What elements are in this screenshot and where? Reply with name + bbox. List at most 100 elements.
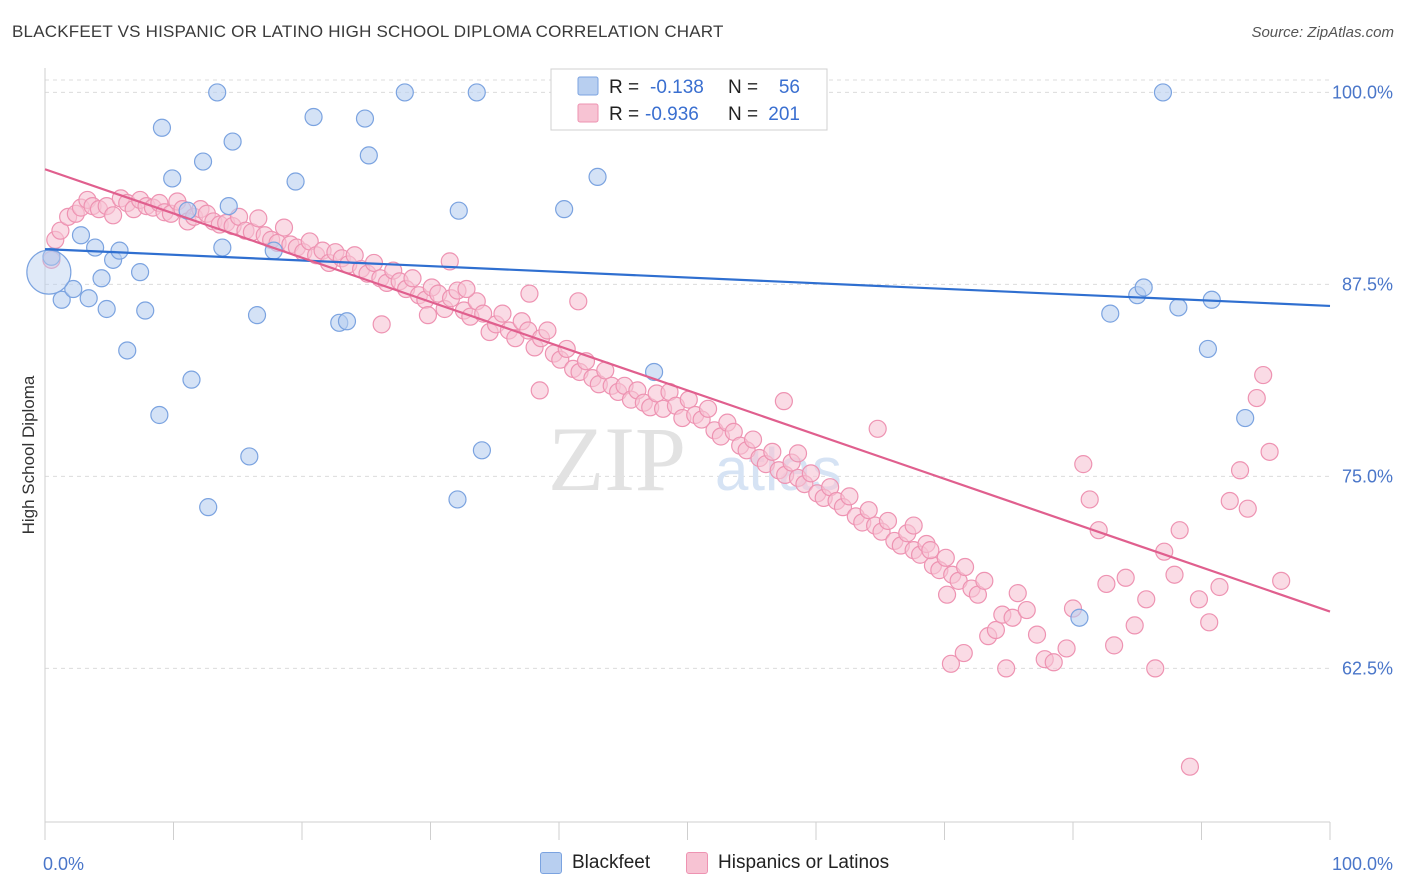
hispanics-point	[921, 541, 940, 560]
blackfeet-point	[355, 109, 375, 128]
hispanics-point	[763, 442, 782, 461]
y-tick-label: 62.5%	[1342, 658, 1393, 678]
hispanics-point	[520, 284, 539, 303]
hispanics-point	[403, 269, 422, 288]
hispanics-point	[1230, 461, 1250, 480]
hispanics-point	[1017, 600, 1036, 620]
blackfeet-point	[240, 447, 259, 466]
hispanics-point	[904, 516, 923, 535]
blackfeet-point	[467, 83, 486, 102]
hispanics-point	[801, 464, 820, 483]
hispanics-point	[1260, 442, 1279, 461]
tick-labels: 100.0% 87.5% 75.0% 62.5% 0.0% 100.0%	[43, 82, 1393, 874]
hispanics-point	[1097, 574, 1116, 594]
blackfeet-point	[42, 247, 61, 266]
hispanics-point	[1057, 639, 1076, 658]
bottom-legend-label-blackfeet: Blackfeet	[572, 852, 651, 873]
trend-lines	[44, 168, 1331, 613]
y-tick-label: 87.5%	[1342, 274, 1393, 294]
hispanics-point	[975, 571, 994, 590]
hispanics-point	[1220, 491, 1239, 511]
hispanics-point	[1105, 636, 1124, 655]
blackfeet-point	[71, 226, 91, 245]
hispanics-trend-line	[44, 168, 1331, 613]
hispanics-point	[936, 548, 955, 567]
y-tick-label: 75.0%	[1342, 466, 1393, 486]
bottom-legend-label-hispanics: Hispanics or Latinos	[718, 852, 890, 873]
hispanics-point	[457, 279, 476, 299]
blackfeet-point	[118, 341, 137, 360]
blackfeet-point	[79, 289, 98, 308]
blackfeet-point	[136, 301, 155, 320]
hispanics-point	[1080, 490, 1099, 509]
hispanics-point	[878, 511, 898, 531]
blackfeet-point	[448, 490, 467, 509]
hispanics-point	[1247, 388, 1266, 408]
x-tick-label-start: 0.0%	[43, 854, 84, 874]
blackfeet-point	[449, 201, 468, 220]
blackfeet-point	[163, 169, 182, 188]
hispanics-point	[569, 292, 588, 311]
hispanics-point	[1044, 653, 1063, 672]
hispanics-point	[859, 501, 878, 520]
hispanics-point	[1272, 571, 1291, 590]
blackfeet-point	[208, 83, 227, 102]
blackfeet-point	[52, 290, 71, 309]
blackfeet-point	[223, 132, 242, 151]
source-label: Source: ZipAtlas.com	[1251, 24, 1394, 41]
hispanics-point	[1137, 590, 1156, 609]
watermark: ZIP atlas	[548, 408, 842, 510]
legend-n-value-1: 56	[779, 77, 800, 98]
series-hispanics-points	[42, 189, 1291, 776]
hispanics-point	[1165, 565, 1184, 584]
blackfeet-point	[64, 279, 83, 299]
blackfeet-point	[150, 405, 169, 425]
blackfeet-point	[1153, 83, 1173, 102]
hispanics-point	[698, 399, 718, 418]
legend-r-value-2: -0.936	[645, 104, 699, 125]
hispanics-point	[774, 392, 793, 411]
axes	[44, 68, 1331, 840]
blackfeet-point	[588, 167, 607, 187]
hispanics-point	[1008, 584, 1027, 603]
bottom-legend-hispanics: Hispanics or Latinos	[686, 852, 889, 874]
hispanics-point	[1074, 455, 1093, 474]
hispanics-point	[51, 221, 70, 240]
hispanics-point	[440, 252, 459, 271]
y-tick-label: 100.0%	[1332, 82, 1393, 102]
blackfeet-point	[1101, 304, 1120, 323]
legend-n-label-1: N =	[728, 77, 758, 98]
hispanics-point	[937, 585, 957, 604]
chart-title: BLACKFEET VS HISPANIC OR LATINO HIGH SCH…	[12, 22, 724, 41]
hispanics-point	[530, 381, 549, 400]
bottom-legend-swatch-hispanics	[686, 852, 708, 874]
blackfeet-point	[110, 241, 129, 260]
hispanics-point	[418, 306, 438, 325]
legend-r-value-1: -0.138	[650, 77, 704, 98]
hispanics-point	[372, 315, 391, 334]
hispanics-point	[1210, 577, 1229, 597]
hispanics-point	[955, 557, 975, 577]
legend-n-value-2: 201	[768, 104, 800, 125]
blackfeet-point	[26, 249, 72, 295]
hispanics-point	[493, 304, 512, 323]
blackfeet-point	[86, 238, 105, 257]
blackfeet-point	[152, 118, 172, 137]
hispanics-point	[997, 659, 1016, 678]
legend-swatch-hispanics	[577, 103, 599, 123]
blackfeet-trend-line	[44, 247, 1331, 308]
blackfeet-point	[193, 152, 213, 171]
blackfeet-point	[472, 441, 491, 460]
blackfeet-point	[644, 362, 664, 382]
hispanics-point	[1146, 659, 1165, 678]
blackfeet-point	[97, 299, 116, 319]
hispanics-point	[1189, 590, 1209, 609]
blackfeet-point	[247, 306, 267, 325]
blackfeet-point	[1236, 408, 1255, 428]
hispanics-point	[868, 419, 887, 438]
hispanics-point	[1003, 608, 1022, 627]
blackfeet-point	[395, 83, 414, 102]
blackfeet-point	[92, 269, 111, 288]
blackfeet-point	[213, 238, 232, 257]
legend-box: R = -0.138 N = 56 R = -0.936 N = 201	[550, 68, 828, 131]
